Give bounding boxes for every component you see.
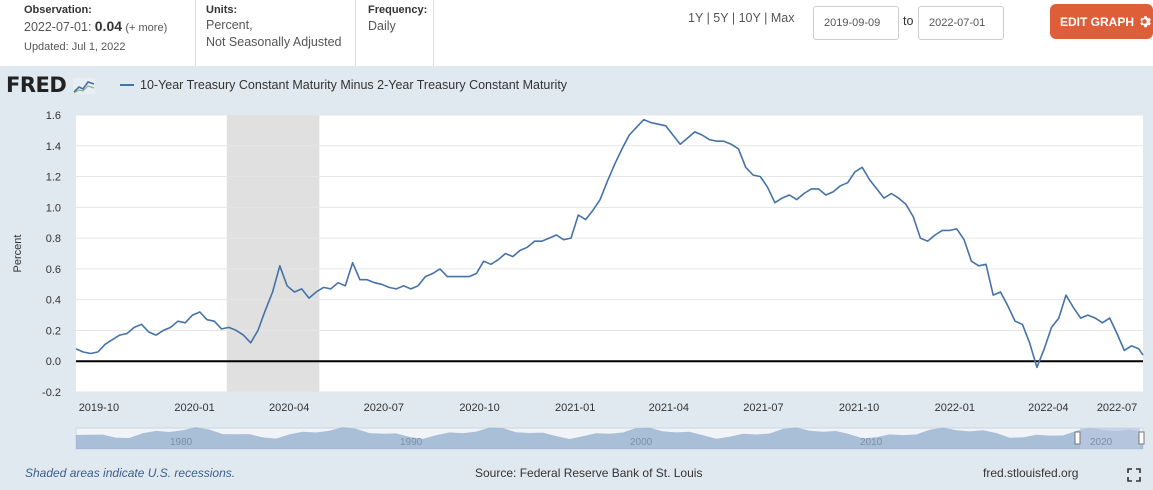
x-tick-label: 2019-10 [79,402,119,414]
x-tick-label: 2020-10 [459,402,499,414]
chart-legend: 10-Year Treasury Constant Maturity Minus… [120,78,567,92]
y-tick-label: -0.2 [42,387,61,399]
frequency-panel: Frequency: Daily [358,0,434,66]
fred-logo[interactable]: FRED [6,73,96,97]
navigator-year-label: 2000 [630,437,653,448]
x-tick-label: 2022-07 [1097,402,1137,414]
range-10y-link[interactable]: 10Y [738,11,761,25]
edit-graph-button[interactable]: EDIT GRAPH [1050,4,1153,39]
y-tick-label: 0.2 [46,325,61,337]
observation-more-link[interactable]: (+ more) [125,22,168,34]
gear-icon [1140,16,1151,28]
range-separator: | [764,11,768,25]
y-tick-label: 0.8 [46,233,61,245]
y-tick-label: 0.4 [46,295,61,307]
range-max-link[interactable]: Max [770,11,795,25]
observation-value: 0.04 [94,18,123,34]
range-1y-link[interactable]: 1Y [688,11,704,25]
expand-icon[interactable] [1127,468,1141,482]
units-line2: Not Seasonally Adjusted [206,35,342,49]
top-bar: Observation: 2022-07-01: 0.04 (+ more) U… [0,0,1153,66]
observation-date: 2022-07-01: [24,20,92,34]
updated-date: Updated: Jul 1, 2022 [24,41,126,53]
recession-band [226,115,320,392]
start-date-input[interactable] [813,6,899,40]
fred-logo-text: FRED [6,73,67,97]
range-separator: | [731,11,736,25]
navigator-year-label: 2020 [1090,437,1113,448]
y-tick-label: 1.0 [46,202,61,214]
navigator-year-label: 1980 [170,437,193,448]
observation-panel: Observation: 2022-07-01: 0.04 (+ more) U… [14,0,196,66]
x-tick-label: 2020-07 [364,402,404,414]
series-line [75,118,1144,369]
navigator-year-label: 2010 [860,437,883,448]
units-line1: Percent, [206,18,253,32]
frequency-value: Daily [368,19,396,33]
x-tick-label: 2022-01 [935,402,975,414]
site-url[interactable]: fred.stlouisfed.org [983,466,1079,480]
y-tick-label: 1.4 [46,141,61,153]
y-tick-label: 1.2 [46,172,61,184]
range-separator: | [706,11,710,25]
range-5y-link[interactable]: 5Y [713,11,729,25]
x-tick-label: 2020-04 [269,402,309,414]
x-tick-label: 2020-01 [174,402,214,414]
legend-swatch [120,84,134,86]
x-tick-label: 2022-04 [1028,402,1068,414]
chart-line-icon [73,78,96,94]
x-tick-label: 2021-10 [839,402,879,414]
frequency-label: Frequency: [368,4,428,16]
source-text: Source: Federal Reserve Bank of St. Loui… [475,466,703,480]
y-tick-label: 0.6 [46,264,61,276]
edit-graph-label: EDIT GRAPH [1060,14,1135,29]
y-axis-label: Percent [12,235,24,273]
end-date-input[interactable] [918,6,1004,40]
observation-label: Observation: [24,4,92,16]
units-label: Units: [206,4,238,16]
x-tick-label: 2021-01 [555,402,595,414]
units-panel: Units: Percent, Not Seasonally Adjusted [196,0,356,66]
legend-series-name: 10-Year Treasury Constant Maturity Minus… [140,78,568,92]
navigator-selection [1080,428,1140,449]
line-chart: 1.6 1.4 1.2 1.0 0.8 0.6 0.4 0.2 0.0 -0.2 Percent 20… [12,110,1145,450]
y-tick-label: 0.0 [46,356,61,368]
y-tick-label: 1.6 [46,110,61,122]
recession-note: Shaded areas indicate U.S. recessions. [25,466,236,480]
navigator-handle-left[interactable] [1074,431,1081,445]
x-tick-label: 2021-04 [649,402,689,414]
range-selector: 1Y | 5Y | 10Y | Max [688,11,794,25]
navigator-handle-right[interactable] [1138,431,1145,445]
to-label: to [903,14,914,28]
navigator-year-label: 1990 [400,437,423,448]
navigator-area [76,427,1143,449]
x-tick-label: 2021-07 [743,402,783,414]
